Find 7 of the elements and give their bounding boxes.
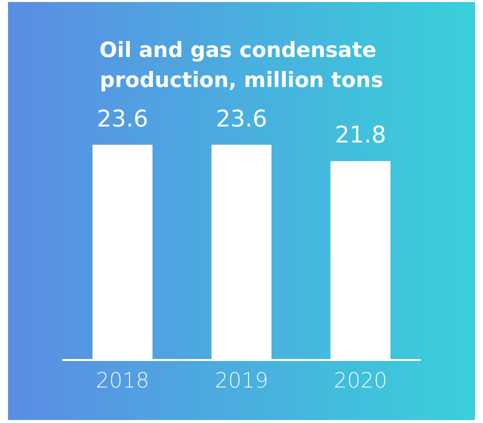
data-label: 21.8: [334, 122, 386, 149]
data-label: 23.6: [216, 106, 268, 132]
x-tick-label: 2018: [96, 368, 150, 392]
x-tick-label: 2020: [334, 368, 388, 392]
x-tick-label: 2019: [214, 368, 268, 392]
chart-title: Oil and gas condensate production, million tons: [99, 38, 384, 92]
data-label: 23.6: [96, 106, 148, 132]
